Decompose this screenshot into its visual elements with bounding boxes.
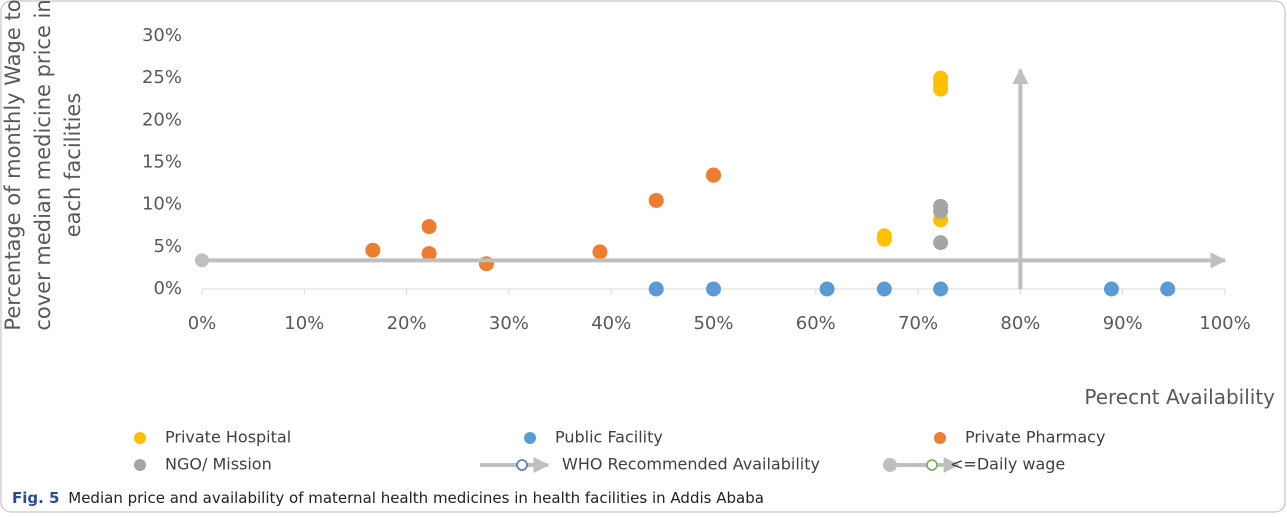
x-tick-label: 30%	[489, 313, 529, 334]
x-tick-label: 40%	[591, 313, 631, 334]
point	[933, 281, 949, 297]
point	[421, 219, 437, 235]
legend-marker	[134, 459, 146, 471]
legend-label: Public Facility	[555, 428, 663, 447]
x-axis-title: Perecnt Availability	[1084, 385, 1275, 409]
legend-marker	[524, 432, 536, 444]
caption-label: Fig. 5	[12, 489, 59, 507]
y-axis-title-line: cover median medicine price in	[31, 0, 55, 331]
y-axis-title-line: Percentage of monthly Wage to	[1, 0, 25, 331]
legend-marker	[934, 432, 946, 444]
legend-label: NGO/ Mission	[165, 455, 272, 474]
y-tick-label: 0%	[153, 278, 182, 299]
y-tick-label: 15%	[142, 152, 182, 173]
legend-label: <=Daily wage	[950, 455, 1065, 474]
y-tick-label: 5%	[153, 236, 182, 257]
y-tick-label: 10%	[142, 194, 182, 215]
point	[648, 192, 664, 208]
legend-label: Private Hospital	[165, 428, 291, 447]
x-tick-label: 70%	[898, 313, 938, 334]
point	[648, 281, 664, 297]
x-tick-label: 80%	[1000, 313, 1040, 334]
caption-text: Median price and availability of materna…	[68, 489, 764, 507]
point	[819, 281, 835, 297]
point	[876, 231, 892, 247]
legend-marker	[516, 459, 528, 471]
x-tick-label: 20%	[387, 313, 427, 334]
x-tick-label: 100%	[1199, 313, 1250, 334]
point	[876, 281, 892, 297]
y-axis-title-line: each facilities	[61, 93, 85, 238]
legend-marker	[926, 459, 938, 471]
legend-label: Private Pharmacy	[965, 428, 1105, 447]
y-tick-label: 25%	[142, 67, 182, 88]
point	[706, 167, 721, 183]
point	[1160, 281, 1176, 297]
x-tick-label: 60%	[796, 313, 836, 334]
x-tick-label: 50%	[693, 313, 733, 334]
x-tick-label: 0%	[188, 313, 217, 334]
point	[933, 235, 949, 251]
point	[421, 246, 437, 262]
point	[365, 242, 381, 258]
y-tick-label: 30%	[142, 25, 182, 46]
point	[933, 81, 949, 97]
point	[1103, 281, 1119, 297]
y-tick-label: 20%	[142, 109, 182, 130]
legend-label: WHO Recommended Availability	[562, 455, 820, 474]
point	[933, 203, 949, 219]
point	[592, 244, 608, 260]
caption: Fig. 5 Median price and availability of …	[12, 489, 764, 507]
point	[706, 281, 721, 297]
x-tick-label: 10%	[284, 313, 324, 334]
y-axis-title: Percentage of monthly Wage to cover media…	[1, 0, 85, 331]
x-tick-label: 90%	[1103, 313, 1143, 334]
legend-marker	[134, 432, 146, 444]
line-start-marker	[195, 253, 209, 268]
